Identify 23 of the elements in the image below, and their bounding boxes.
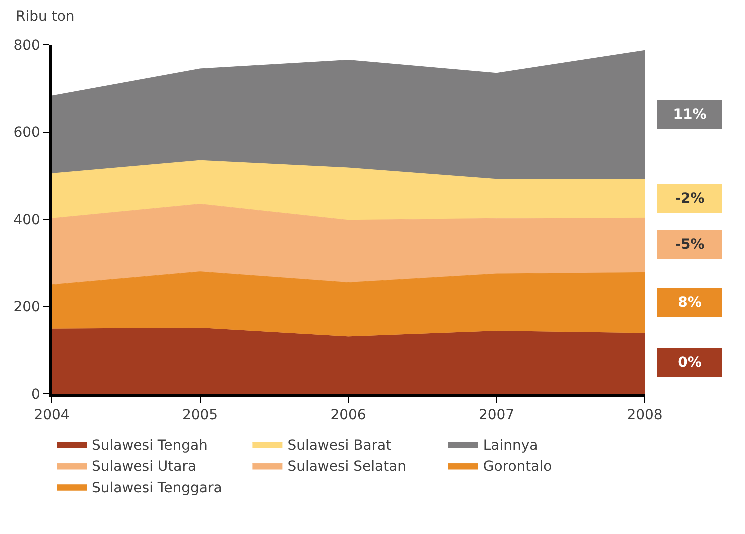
x-tick-label: 2004 bbox=[34, 408, 70, 424]
y-tick-label: 800 bbox=[14, 38, 40, 54]
legend-label: Sulawesi Selatan bbox=[288, 459, 407, 476]
y-axis-title: Ribu ton bbox=[16, 9, 75, 25]
legend-label: Sulawesi Tengah bbox=[92, 438, 208, 454]
legend-label: Gorontalo bbox=[483, 459, 552, 476]
text: -5% bbox=[675, 237, 705, 253]
legend-label: Sulawesi Tenggara bbox=[92, 480, 222, 496]
text: 8% bbox=[678, 295, 702, 311]
x-tick-label: 2007 bbox=[478, 408, 515, 424]
y-tick-label: 0 bbox=[32, 386, 40, 403]
legend-label: Lainnya bbox=[483, 438, 538, 454]
legend-label: Sulawesi Barat bbox=[288, 438, 392, 454]
y-tick-label: 600 bbox=[14, 125, 40, 142]
y-tick-label: 400 bbox=[14, 212, 40, 228]
x-tick-label: 2006 bbox=[330, 408, 366, 424]
x-tick-label: 2005 bbox=[182, 408, 218, 424]
text: 11% bbox=[673, 107, 707, 123]
legend-label: Sulawesi Utara bbox=[92, 459, 197, 476]
x-tick-label: 2008 bbox=[627, 408, 663, 424]
text: -2% bbox=[675, 191, 705, 207]
text: 0% bbox=[678, 355, 702, 371]
y-tick-label: 200 bbox=[14, 300, 40, 316]
